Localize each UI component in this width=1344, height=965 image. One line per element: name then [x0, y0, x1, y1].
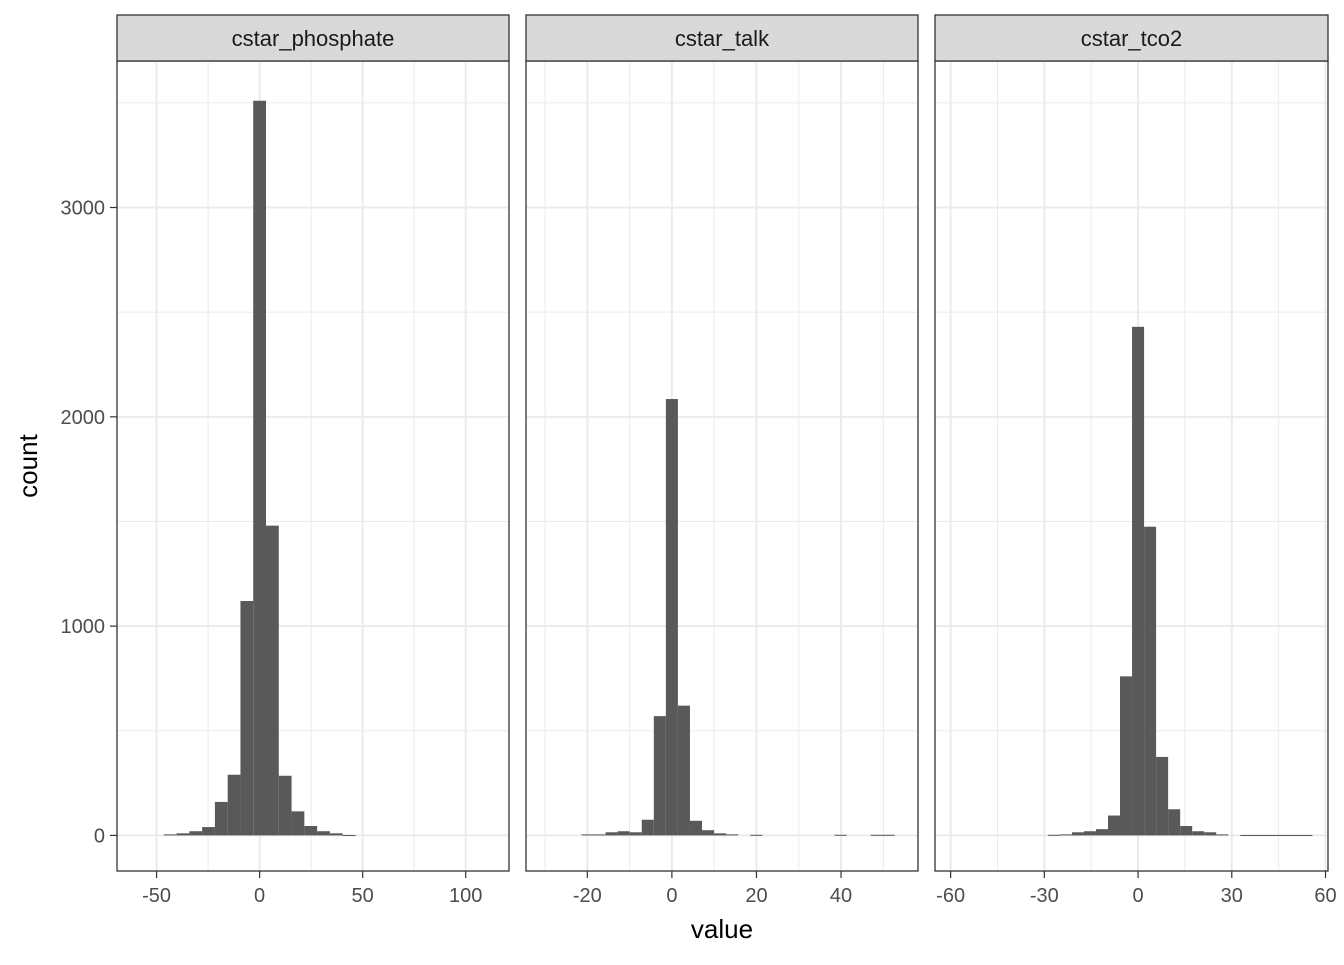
- histogram-bar: [1276, 835, 1289, 836]
- histogram-bar: [702, 830, 715, 836]
- histogram-bar: [1107, 815, 1121, 836]
- histogram-bar: [278, 775, 292, 836]
- x-tick-label: -30: [1030, 885, 1059, 907]
- histogram-bar: [834, 834, 847, 836]
- histogram-bar: [750, 834, 763, 836]
- histogram-bar: [317, 831, 330, 836]
- histogram-bar: [677, 705, 690, 836]
- histogram-bar: [581, 834, 594, 836]
- histogram-bar: [1180, 826, 1193, 836]
- histogram-bar: [689, 820, 703, 836]
- histogram-bar: [1240, 835, 1253, 836]
- y-axis-title: count: [13, 433, 43, 497]
- histogram-bar: [1252, 835, 1265, 836]
- histogram-bar: [1216, 834, 1229, 836]
- facet-strip-label: cstar_phosphate: [232, 26, 395, 51]
- histogram-bar: [1071, 832, 1084, 836]
- histogram-bar: [593, 834, 606, 836]
- histogram-bar: [1156, 756, 1169, 836]
- facet-strip: [116, 14, 510, 62]
- histogram-bar: [665, 399, 678, 836]
- histogram-bar: [714, 833, 727, 836]
- panel-background: [117, 61, 509, 871]
- histogram-bar: [1204, 832, 1217, 836]
- histogram-bar: [240, 601, 254, 836]
- histogram-bar: [253, 100, 267, 836]
- histogram-bar: [726, 834, 739, 836]
- y-axis: 0 1000 2000 3000: [61, 198, 117, 847]
- x-tick-label: 60: [1314, 885, 1336, 907]
- facet-strip-label: cstar_tco2: [1081, 26, 1183, 51]
- facet-panel-cstar-phosphate: cstar_phosphate -50 0 50 100: [116, 14, 510, 907]
- histogram-bar: [641, 819, 654, 836]
- facet-strip: [525, 14, 919, 62]
- y-tick-label: 3000: [61, 198, 106, 220]
- histogram-bar: [202, 827, 215, 836]
- histogram-bar: [1264, 835, 1277, 836]
- histogram-bar: [176, 833, 190, 836]
- x-tick-label: 20: [745, 885, 767, 907]
- histogram-bar: [1059, 834, 1072, 836]
- x-tick-label: -50: [142, 885, 171, 907]
- histogram-bar: [1288, 835, 1301, 836]
- histogram-bar: [227, 774, 241, 836]
- histogram-bar: [1168, 809, 1181, 836]
- histogram-bar: [266, 525, 279, 836]
- histogram-bar: [304, 826, 318, 836]
- histogram-bar: [329, 833, 343, 836]
- y-tick-label: 1000: [61, 616, 106, 638]
- histogram-bar: [653, 716, 666, 836]
- facet-panel-cstar-talk: cstar_talk -20 0 20 40: [525, 14, 919, 907]
- facet-strip: [934, 14, 1329, 62]
- histogram-bar: [1144, 526, 1157, 836]
- histogram-bar: [1132, 326, 1145, 836]
- x-tick-label: 0: [254, 885, 265, 907]
- histogram-bar: [291, 811, 305, 836]
- histogram-bar: [342, 835, 356, 836]
- x-tick-label: 50: [352, 885, 374, 907]
- histogram-bar: [163, 834, 177, 836]
- x-tick-label: -60: [936, 885, 965, 907]
- x-tick-label: 40: [830, 885, 852, 907]
- histogram-bar: [605, 832, 618, 836]
- x-tick-label: 0: [1132, 885, 1143, 907]
- y-tick-label: 2000: [61, 407, 106, 429]
- histogram-bar: [629, 832, 642, 836]
- facet-strip-label: cstar_talk: [675, 26, 770, 51]
- x-tick-label: 100: [449, 885, 482, 907]
- histogram-bar: [1095, 829, 1108, 836]
- panels-layer: cstar_phosphate -50 0 50 100 cstar_talk -20 0 20…: [116, 14, 1337, 907]
- histogram-bar: [1300, 835, 1313, 836]
- y-tick-label: 0: [94, 825, 105, 847]
- histogram-bar: [870, 834, 883, 836]
- x-tick-label: -20: [573, 885, 602, 907]
- histogram-bar: [1083, 831, 1096, 836]
- histogram-bar: [1120, 676, 1133, 836]
- panel-background: [526, 61, 918, 871]
- histogram-bar: [189, 831, 203, 836]
- histogram-bar: [617, 831, 630, 836]
- x-tick-label: 30: [1221, 885, 1243, 907]
- histogram-bar: [214, 801, 228, 836]
- facet-panel-cstar-tco2: cstar_tco2 -60 -30 0 30 60: [934, 14, 1337, 907]
- histogram-bar: [882, 834, 895, 836]
- histogram-bar: [1192, 831, 1205, 836]
- histogram-bar: [1047, 834, 1060, 836]
- x-axis-title: value: [691, 914, 753, 944]
- x-tick-label: 0: [666, 885, 677, 907]
